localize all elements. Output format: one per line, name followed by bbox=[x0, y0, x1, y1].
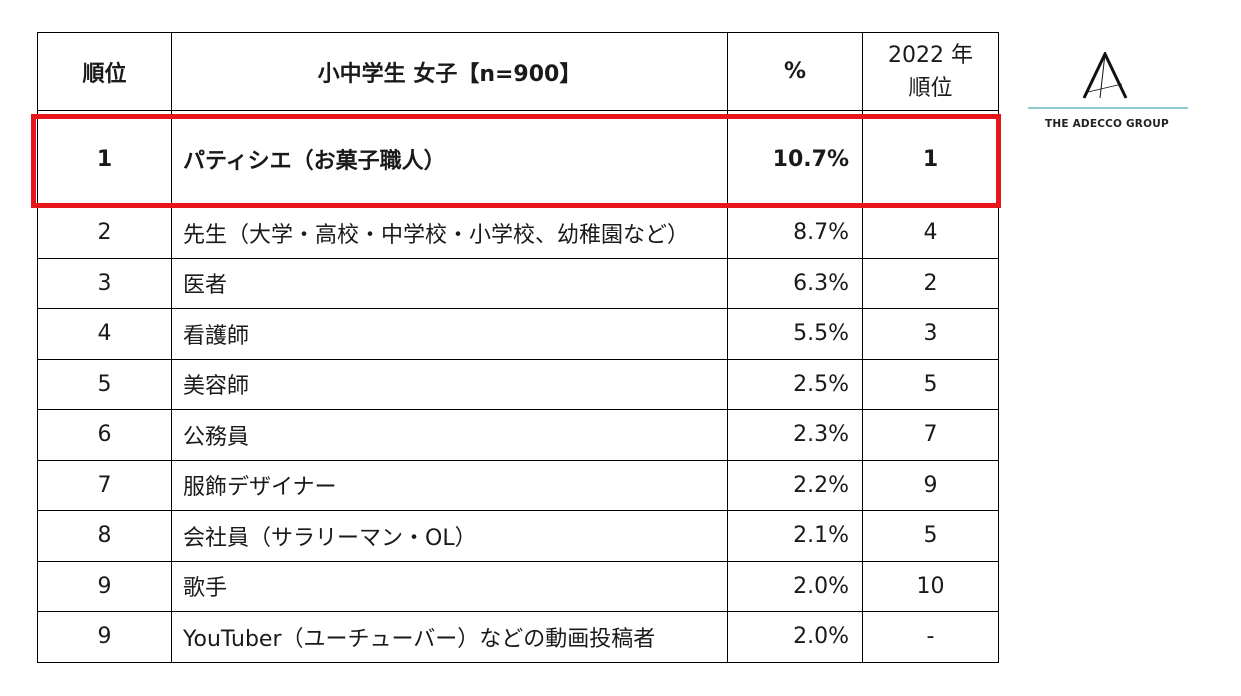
rank-cell: 9 bbox=[37, 611, 172, 663]
table-row: 5 美容師 2.5% 5 bbox=[37, 358, 999, 410]
prev-rank-cell: 2 bbox=[862, 257, 999, 309]
header-row: 順位 小中学生 女子【n=900】 % 2022 年 順位 bbox=[37, 32, 999, 111]
rank-header: 順位 bbox=[37, 32, 172, 111]
prev-rank-header: 2022 年 順位 bbox=[862, 32, 999, 111]
job-cell: 服飾デザイナー bbox=[171, 459, 728, 511]
job-cell: 公務員 bbox=[171, 409, 728, 461]
prev-rank-cell: 3 bbox=[862, 308, 999, 360]
percent-cell: 2.5% bbox=[727, 358, 863, 410]
prev-rank-header-label: 順位 bbox=[908, 75, 953, 101]
percent-cell: 2.0% bbox=[727, 611, 863, 663]
table-row: 6 公務員 2.3% 7 bbox=[37, 409, 999, 461]
rank-cell: 7 bbox=[37, 459, 172, 511]
prev-rank-cell: 10 bbox=[862, 560, 999, 612]
job-cell: 歌手 bbox=[171, 560, 728, 612]
ranking-table: 順位 小中学生 女子【n=900】 % 2022 年 順位 1 パティシエ（お菓… bbox=[37, 32, 999, 663]
rank-cell: 4 bbox=[37, 308, 172, 360]
percent-cell: 2.2% bbox=[727, 459, 863, 511]
table-row: 9 歌手 2.0% 10 bbox=[37, 560, 999, 612]
prev-rank-cell: 4 bbox=[862, 207, 999, 259]
rank-cell: 8 bbox=[37, 510, 172, 562]
table-row: 4 看護師 5.5% 3 bbox=[37, 308, 999, 360]
prev-rank-header-year: 2022 年 bbox=[888, 42, 973, 68]
percent-cell: 2.1% bbox=[727, 510, 863, 562]
job-cell: 看護師 bbox=[171, 308, 728, 360]
percent-cell: 5.5% bbox=[727, 308, 863, 360]
logo-divider bbox=[1028, 107, 1188, 109]
prev-rank-cell: - bbox=[862, 611, 999, 663]
logo-text: THE ADECCO GROUP bbox=[1045, 118, 1169, 130]
rank-cell: 6 bbox=[37, 409, 172, 461]
job-header: 小中学生 女子【n=900】 bbox=[171, 32, 728, 111]
percent-cell: 10.7% bbox=[727, 110, 863, 208]
percent-cell: 2.0% bbox=[727, 560, 863, 612]
percent-cell: 2.3% bbox=[727, 409, 863, 461]
job-cell: パティシエ（お菓子職人） bbox=[171, 110, 728, 208]
table-row: 2 先生（大学・高校・中学校・小学校、幼稚園など） 8.7% 4 bbox=[37, 207, 999, 259]
rank-cell: 5 bbox=[37, 358, 172, 410]
percent-cell: 8.7% bbox=[727, 207, 863, 259]
rank-cell: 3 bbox=[37, 257, 172, 309]
job-cell: 医者 bbox=[171, 257, 728, 309]
table-row: 9 YouTuber（ユーチューバー）などの動画投稿者 2.0% - bbox=[37, 611, 999, 663]
table-row: 3 医者 6.3% 2 bbox=[37, 257, 999, 309]
adecco-logo: THE ADECCO GROUP bbox=[1028, 52, 1190, 132]
prev-rank-cell: 7 bbox=[862, 409, 999, 461]
percent-header: % bbox=[727, 32, 863, 111]
table-row: 8 会社員（サラリーマン・OL） 2.1% 5 bbox=[37, 510, 999, 562]
rank-cell: 1 bbox=[37, 110, 172, 208]
job-cell: 先生（大学・高校・中学校・小学校、幼稚園など） bbox=[171, 207, 728, 259]
adecco-a-logo-icon bbox=[1082, 52, 1128, 99]
prev-rank-cell: 1 bbox=[862, 110, 999, 208]
prev-rank-cell: 5 bbox=[862, 358, 999, 410]
table-row: 1 パティシエ（お菓子職人） 10.7% 1 bbox=[37, 110, 999, 208]
rank-cell: 9 bbox=[37, 560, 172, 612]
job-cell: 美容師 bbox=[171, 358, 728, 410]
prev-rank-cell: 5 bbox=[862, 510, 999, 562]
job-cell: YouTuber（ユーチューバー）などの動画投稿者 bbox=[171, 611, 728, 663]
job-cell: 会社員（サラリーマン・OL） bbox=[171, 510, 728, 562]
percent-cell: 6.3% bbox=[727, 257, 863, 309]
table-row: 7 服飾デザイナー 2.2% 9 bbox=[37, 459, 999, 511]
prev-rank-cell: 9 bbox=[862, 459, 999, 511]
rank-cell: 2 bbox=[37, 207, 172, 259]
